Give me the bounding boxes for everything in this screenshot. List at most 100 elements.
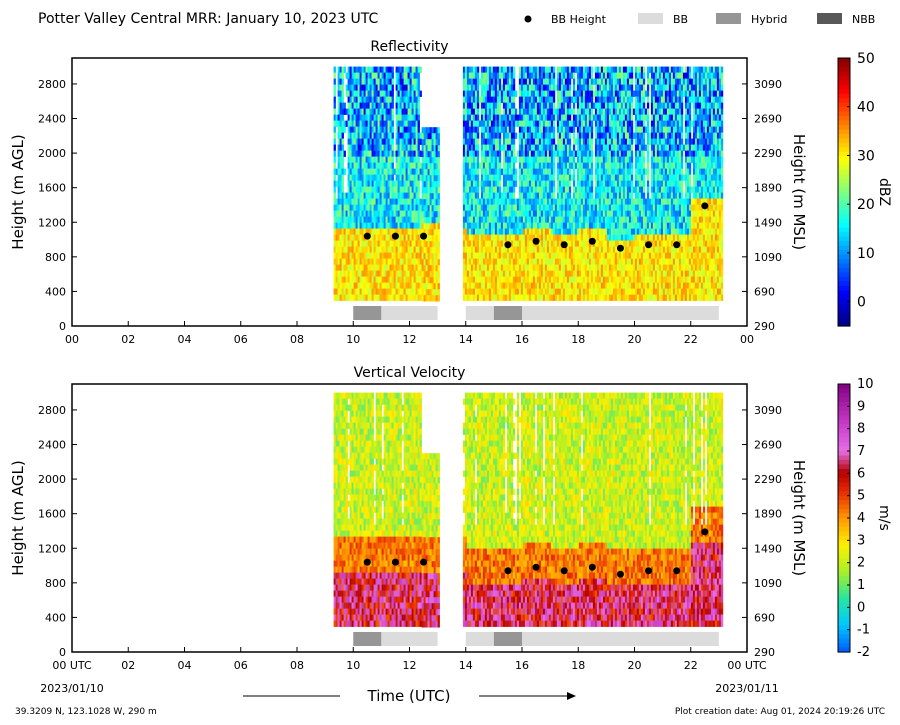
heatmap-cell [545,145,547,151]
heatmap-cell [467,139,469,145]
heatmap-cell [591,67,593,73]
heatmap-cell [551,247,553,253]
heatmap-cell [543,199,545,205]
heatmap-cell [589,199,591,205]
heatmap-cell [358,205,360,211]
heatmap-cell [597,145,599,151]
heatmap-cell [422,259,424,265]
heatmap-cell [507,217,509,223]
heatmap-cell [473,289,475,295]
heatmap-cell [465,67,467,73]
heatmap-cell [573,115,575,121]
heatmap-cell [380,271,382,277]
heatmap-cell [569,163,571,169]
heatmap-cell [623,127,625,133]
heatmap-cell [543,157,545,163]
heatmap-cell [555,151,557,157]
heatmap-cell [469,283,471,289]
heatmap-cell [430,265,432,271]
heatmap-cell [404,139,406,145]
heatmap-cell [513,271,515,277]
heatmap-cell [400,91,402,97]
heatmap-cell [609,175,611,181]
heatmap-cell [529,247,531,253]
heatmap-cell [599,151,601,157]
heatmap-cell [344,265,346,271]
heatmap-cell [607,67,609,73]
heatmap-cell [348,163,350,169]
heatmap-cell [583,241,585,247]
heatmap-cell [597,169,599,175]
heatmap-cell [362,259,364,265]
heatmap-cell [519,277,521,283]
heatmap-cell [396,151,398,157]
heatmap-cell [557,223,559,229]
heatmap-cell [589,253,591,259]
heatmap-cell [422,217,424,223]
heatmap-cell [507,73,509,79]
heatmap-cell [342,277,344,283]
heatmap-cell [581,187,583,193]
heatmap-cell [595,199,597,205]
heatmap-cell [348,157,350,163]
heatmap-cell [467,211,469,217]
heatmap-cell [549,103,551,109]
heatmap-cell [463,187,465,193]
heatmap-cell [593,91,595,97]
heatmap-cell [491,295,493,301]
heatmap-cell [613,73,615,79]
heatmap-cell [394,193,396,199]
heatmap-cell [589,265,591,271]
heatmap-cell [575,97,577,103]
heatmap-cell [505,229,507,235]
heatmap-cell [358,73,360,79]
heatmap-cell [529,241,531,247]
heatmap-cell [471,145,473,151]
heatmap-cell [603,133,605,139]
heatmap-cell [382,229,384,235]
heatmap-cell [475,253,477,259]
heatmap-cell [434,187,436,193]
heatmap-cell [378,97,380,103]
heatmap-cell [463,91,465,97]
legend-swatch [638,13,663,24]
heatmap-cell [412,181,414,187]
heatmap-cell [483,247,485,253]
heatmap-cell [553,277,555,283]
heatmap-cell [513,139,515,145]
heatmap-cell [358,265,360,271]
heatmap-cell [529,121,531,127]
heatmap-cell [531,163,533,169]
heatmap-cell [348,169,350,175]
heatmap-cell [609,223,611,229]
heatmap-cell [603,67,605,73]
heatmap-cell [577,109,579,115]
heatmap-cell [340,139,342,145]
heatmap-cell [593,289,595,295]
heatmap-cell [573,211,575,217]
heatmap-cell [414,217,416,223]
heatmap-cell [527,259,529,265]
heatmap-cell [503,229,505,235]
heatmap-cell [485,193,487,199]
heatmap-cell [495,295,497,301]
heatmap-cell [509,295,511,301]
heatmap-cell [475,115,477,121]
heatmap-cell [573,169,575,175]
heatmap-cell [338,259,340,265]
heatmap-cell [463,277,465,283]
heatmap-cell [342,271,344,277]
heatmap-cell [533,103,535,109]
heatmap-cell [420,247,422,253]
heatmap-cell [402,205,404,211]
heatmap-cell [465,265,467,271]
heatmap-cell [569,211,571,217]
heatmap-cell [406,205,408,211]
heatmap-cell [535,139,537,145]
heatmap-cell [487,121,489,127]
heatmap-cell [505,277,507,283]
heatmap-cell [509,151,511,157]
heatmap-cell [621,211,623,217]
heatmap-cell [374,151,376,157]
heatmap-cell [348,97,350,103]
